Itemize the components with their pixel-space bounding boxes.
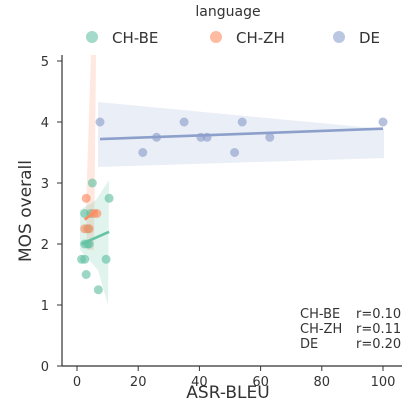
x-tick-label-100: 100: [371, 375, 396, 390]
regression-line-ch-be: [81, 230, 110, 246]
confidence-bands: [80, 55, 384, 305]
point-ch-be-11: [104, 193, 114, 203]
point-ch-be-10: [101, 254, 111, 264]
y-tick-label-4: 4: [41, 116, 49, 131]
point-de-1: [138, 148, 148, 157]
y-tick-label-5: 5: [41, 55, 49, 70]
y-tick-label-2: 2: [41, 238, 49, 253]
correlation-annotation: CH-BE r=0.10 CH-ZH r=0.11 DE r=0.20: [300, 307, 401, 352]
x-ticks: 0 20 40 60 80 100: [73, 366, 396, 390]
point-de-7: [237, 117, 247, 127]
annotation-label-de: DE: [300, 337, 318, 352]
annotation-label-ch-zh: CH-ZH: [300, 322, 342, 337]
annotation-value-ch-be: r=0.10: [356, 307, 401, 322]
point-ch-be-2: [81, 270, 91, 279]
y-ticks: 0 1 2 3 4 5: [41, 55, 62, 375]
point-ch-be-9: [93, 285, 103, 295]
y-axis-label: MOS overall: [16, 160, 36, 262]
x-tick-label-60: 60: [252, 375, 269, 390]
legend-marker-ch-zh: [210, 31, 222, 43]
axes: [61, 55, 402, 367]
point-ch-zh-1: [81, 193, 91, 203]
x-tick-label-80: 80: [314, 375, 331, 390]
regression-line-ch-zh: [83, 209, 98, 221]
point-de-8: [265, 132, 275, 142]
point-de-0: [95, 117, 105, 127]
chart-marks: [77, 117, 388, 295]
legend: language CH-BE CH-ZH DE: [86, 4, 380, 47]
legend-label-de: DE: [359, 29, 380, 47]
legend-label-ch-be: CH-BE: [112, 29, 158, 47]
x-tick-label-40: 40: [191, 375, 208, 390]
point-ch-be-8: [87, 178, 97, 188]
point-ch-be-1: [80, 254, 90, 264]
point-de-9: [378, 117, 388, 127]
regression-line-de: [99, 127, 384, 141]
legend-title: language: [195, 4, 260, 20]
legend-marker-de: [333, 31, 345, 43]
point-de-6: [230, 148, 240, 157]
x-axis-label: ASR-BLEU: [186, 383, 269, 403]
legend-marker-ch-be: [86, 31, 98, 43]
y-tick-label-0: 0: [41, 360, 49, 375]
x-tick-label-20: 20: [130, 375, 147, 390]
y-tick-label-1: 1: [41, 299, 49, 314]
annotation-value-ch-zh: r=0.11: [356, 322, 401, 337]
y-tick-label-3: 3: [41, 177, 49, 192]
point-de-3: [179, 117, 189, 127]
annotation-value-de: r=0.20: [356, 337, 401, 352]
legend-label-ch-zh: CH-ZH: [236, 29, 285, 47]
point-ch-zh-4: [84, 224, 94, 234]
annotation-label-ch-be: CH-BE: [300, 307, 340, 322]
x-tick-label-0: 0: [73, 375, 81, 390]
